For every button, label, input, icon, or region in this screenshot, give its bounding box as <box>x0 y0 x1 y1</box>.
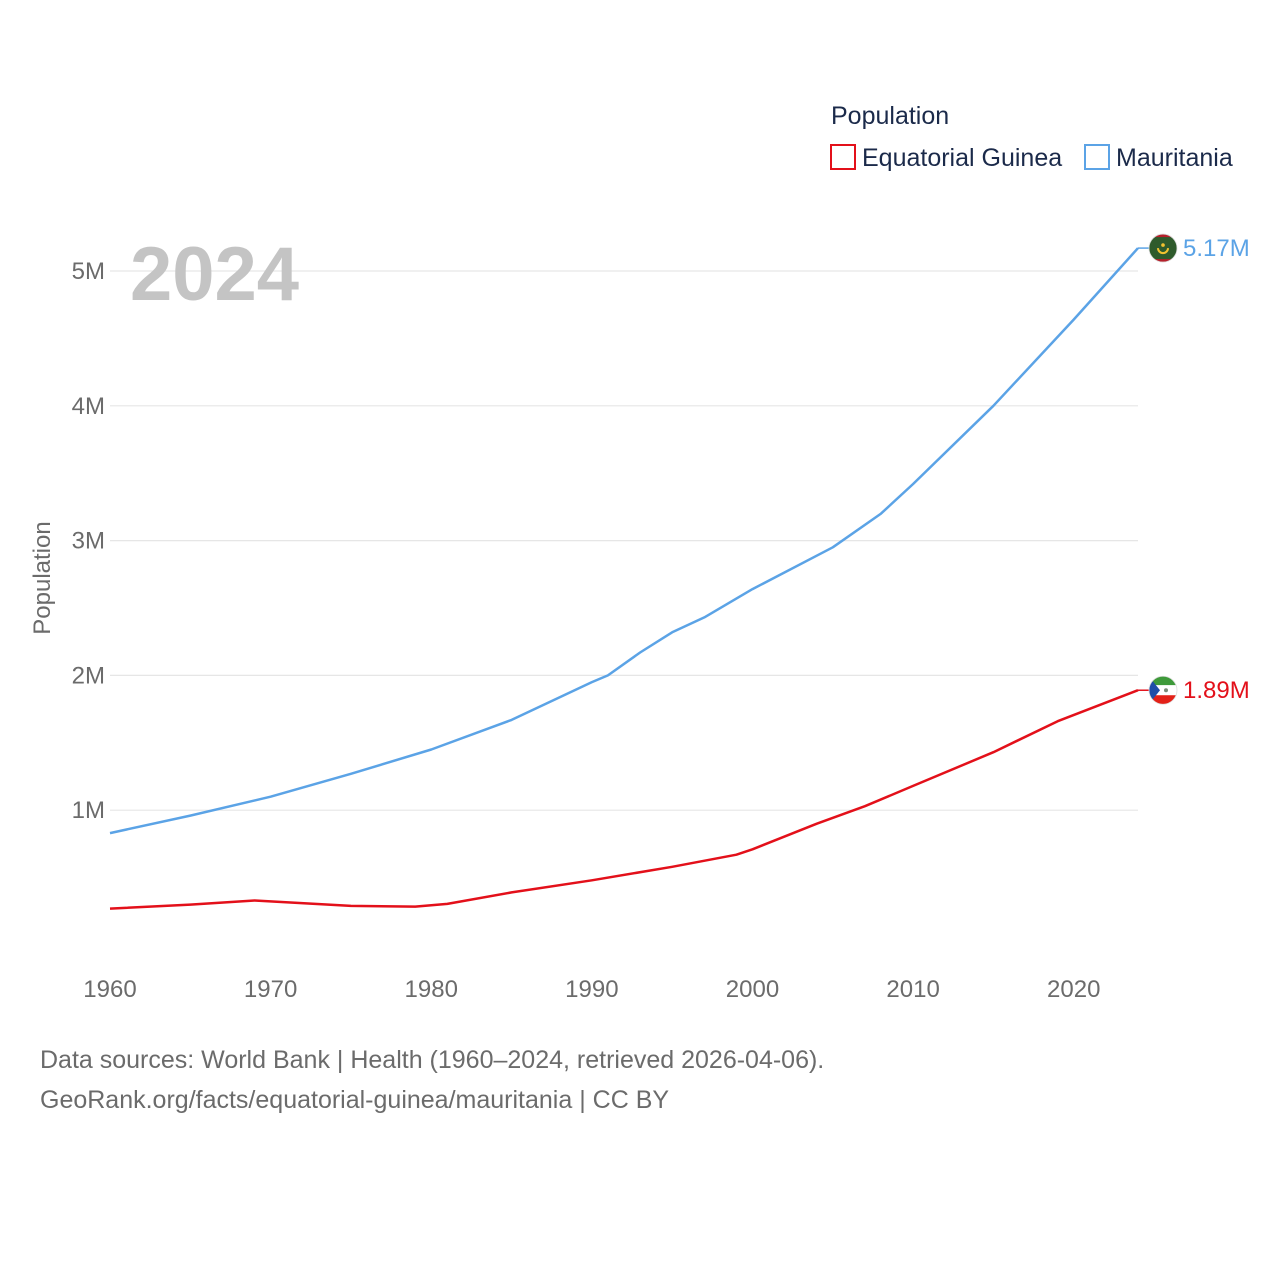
legend-swatch-equatorial-guinea <box>830 144 856 170</box>
legend-swatch-mauritania <box>1084 144 1110 170</box>
y-tick-label: 4M <box>72 393 105 420</box>
x-tick-label: 1960 <box>83 976 136 1003</box>
legend: Population Equatorial Guinea Mauritania <box>830 102 1233 172</box>
x-axis-ticks: 1960 1970 1980 1990 2000 2010 2020 <box>83 976 1100 1003</box>
series-lines <box>109 247 1139 910</box>
legend-label-mauritania: Mauritania <box>1116 144 1233 172</box>
y-tick-label: 3M <box>72 528 105 555</box>
legend-label-equatorial-guinea: Equatorial Guinea <box>862 144 1062 172</box>
equatorial-guinea-flag-icon <box>1148 675 1178 705</box>
x-tick-label: 1980 <box>405 976 458 1003</box>
y-tick-label: 2M <box>72 662 105 689</box>
y-axis-ticks: 1M 2M 3M 4M 5M <box>72 258 105 824</box>
y-axis-label: Population <box>29 521 56 634</box>
source-footer: Data sources: World Bank | Health (1960–… <box>40 1040 824 1120</box>
source-url[interactable]: GeoRank.org/facts/equatorial-guinea/maur… <box>40 1086 670 1114</box>
gridlines <box>110 270 1138 811</box>
x-tick-label: 1990 <box>565 976 618 1003</box>
x-tick-label: 1970 <box>244 976 297 1003</box>
x-tick-label: 2000 <box>726 976 779 1003</box>
source-line: Data sources: World Bank | Health (1960–… <box>40 1046 825 1074</box>
end-markers: 1.89M 5.17M <box>1138 233 1250 705</box>
x-tick-label: 2020 <box>1047 976 1100 1003</box>
y-tick-label: 1M <box>72 797 105 824</box>
x-tick-label: 2010 <box>886 976 939 1003</box>
legend-title: Population <box>831 102 949 130</box>
legend-item-equatorial-guinea[interactable]: Equatorial Guinea <box>830 144 1062 172</box>
y-tick-label: 5M <box>72 258 105 285</box>
series-line-equatorial-guinea[interactable] <box>109 689 1139 910</box>
legend-item-mauritania[interactable]: Mauritania <box>1084 144 1233 172</box>
end-value-label: 1.89M <box>1183 677 1250 704</box>
series-line-mauritania[interactable] <box>109 247 1139 835</box>
end-value-label: 5.17M <box>1183 235 1250 262</box>
year-display: 2024 <box>130 232 299 317</box>
mauritania-flag-icon <box>1148 233 1178 263</box>
